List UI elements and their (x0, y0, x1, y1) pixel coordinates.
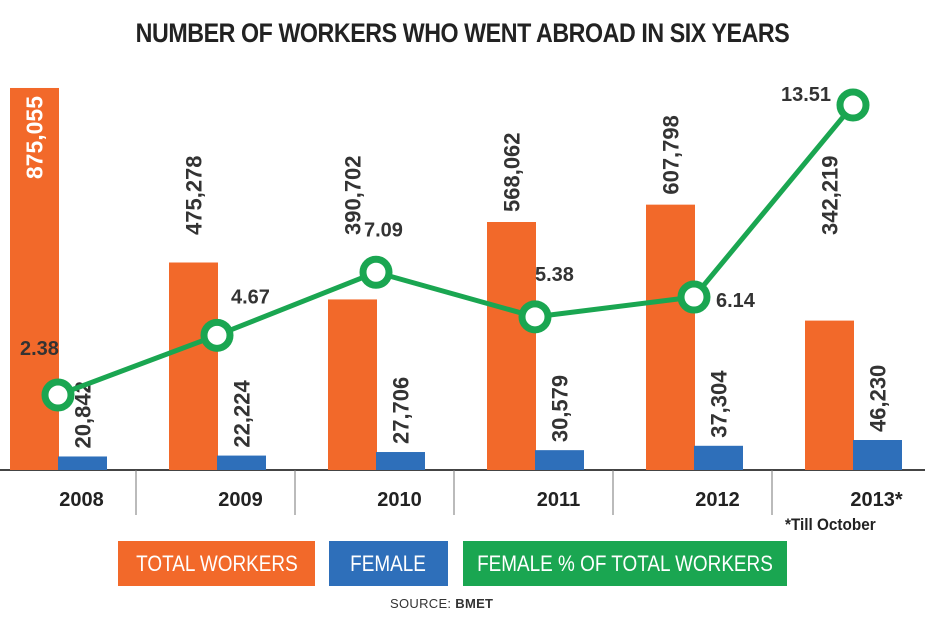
line-point (200, 318, 234, 352)
line-female-percent (57, 103, 855, 398)
line-point (518, 300, 552, 334)
x-tick-label: 2012 (695, 489, 740, 511)
bar-female-2010 (376, 452, 425, 470)
bar-female-value-label: 20,842 (71, 381, 96, 448)
bar-total-2011 (487, 222, 536, 470)
legend-total-workers: TOTAL WORKERS (118, 541, 315, 586)
legend-female-label: FEMALE (350, 550, 427, 576)
line-point-value-label: 5.38 (535, 264, 574, 286)
x-tick-label: 2010 (377, 489, 422, 511)
line-point (359, 255, 393, 289)
bar-total-value-label: 875,055 (22, 96, 48, 179)
bar-female-2012 (694, 445, 743, 470)
bar-total-2013 (805, 320, 854, 470)
line-point-value-label: 6.14 (716, 290, 756, 312)
line-point (41, 378, 75, 412)
bar-total-value-label: 568,062 (500, 132, 525, 212)
bar-female-2008 (58, 456, 107, 470)
bar-female-2009 (217, 455, 266, 470)
legend-female: FEMALE (329, 541, 448, 586)
line-point-value-label: 2.38 (20, 338, 59, 360)
bar-female-2013 (853, 440, 902, 470)
chart-title: NUMBER OF WORKERS WHO WENT ABROAD IN SIX… (135, 18, 790, 48)
source-credit: SOURCE: BMET (390, 596, 493, 611)
source-label: SOURCE: (390, 596, 452, 611)
bar-total-value-label: 390,702 (341, 155, 366, 235)
bar-female-value-label: 46,230 (866, 365, 891, 432)
x-tick-label: 2009 (218, 489, 263, 511)
chart-plot: 875,055 20,842 2008 475,278 22,224 2009 390,70… (0, 84, 925, 515)
line-point-value-label: 7.09 (364, 219, 403, 241)
line-point-value-label: 4.67 (231, 286, 270, 308)
line-point (677, 280, 711, 314)
bar-total-2009 (169, 262, 218, 470)
legend-female-percent: FEMALE % OF TOTAL WORKERS (463, 541, 787, 586)
bar-female-value-label: 27,706 (389, 377, 414, 444)
bar-total-2012 (646, 204, 695, 470)
x-tick-label: 2008 (59, 489, 104, 511)
line-point-value-label: 13.51 (781, 84, 831, 106)
legend-total-workers-label: TOTAL WORKERS (135, 550, 298, 576)
bar-female-value-label: 22,224 (230, 380, 255, 448)
bar-total-value-label: 607,798 (659, 115, 684, 195)
footnote: *Till October (785, 515, 876, 534)
legend-female-percent-label: FEMALE % OF TOTAL WORKERS (477, 550, 773, 576)
bar-female-value-label: 30,579 (548, 375, 573, 442)
x-tick-label: 2011 (537, 489, 580, 511)
bar-female-value-label: 37,304 (707, 370, 732, 438)
source-name: BMET (455, 596, 494, 611)
bar-total-value-label: 475,278 (182, 155, 207, 235)
bar-total-value-label: 342,219 (818, 155, 843, 235)
bar-total-2010 (328, 299, 377, 470)
x-tick-label: 2013* (850, 489, 902, 511)
bar-female-2011 (535, 450, 584, 470)
line-point (836, 88, 870, 122)
